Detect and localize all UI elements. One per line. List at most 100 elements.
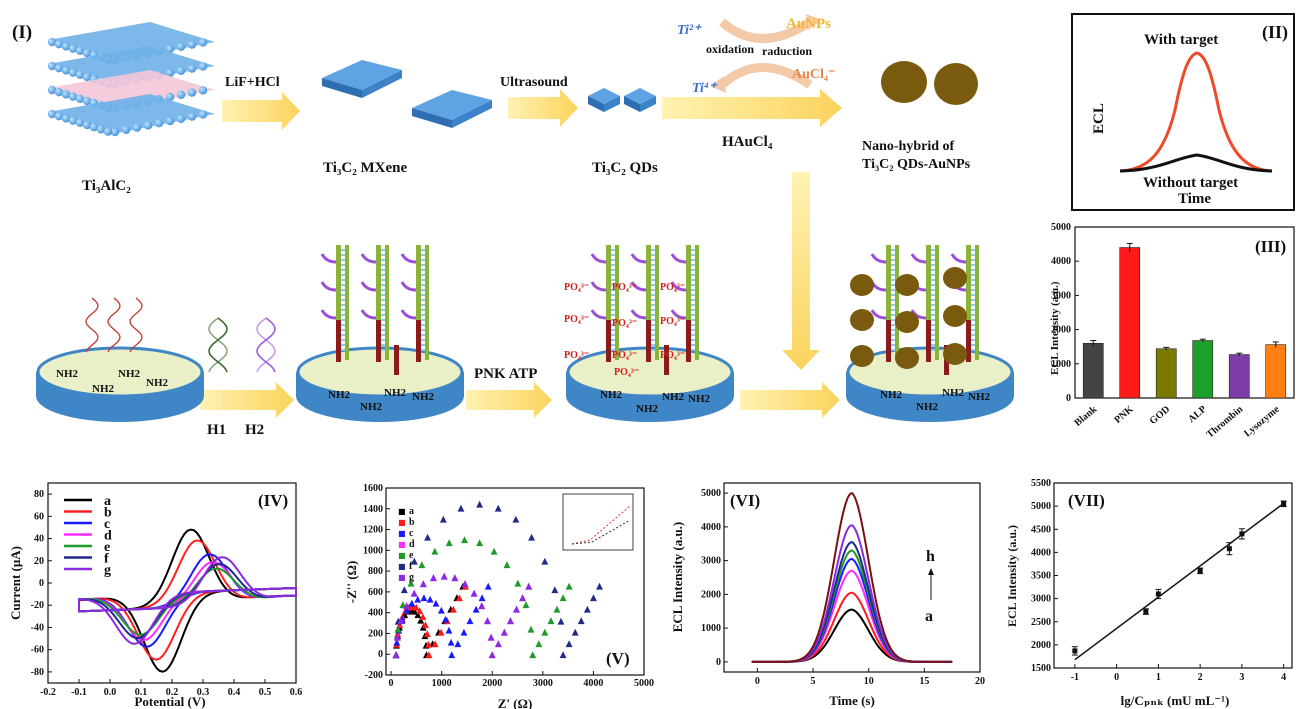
nh2-label: NH2: [968, 391, 991, 403]
legend-marker-b: ■: [398, 518, 406, 527]
arrow-bottom-label: a: [925, 608, 933, 625]
dna-stem: [376, 245, 381, 360]
nh2-label: NH2: [662, 391, 685, 403]
atom: [187, 88, 197, 97]
x-tick-label: 3000: [533, 678, 553, 689]
dna-stem: [975, 245, 979, 360]
x-tick-label: 1000: [432, 678, 452, 689]
anchor-strand: [336, 320, 341, 362]
atom: [96, 125, 106, 134]
y-axis-label: Current (μA): [8, 546, 23, 620]
nyquist-point-b: ▲: [424, 629, 431, 639]
nyquist-point-d: ▲: [430, 573, 437, 583]
nyquist-tail-g: ▲: [501, 627, 508, 637]
legend-label-f: f: [104, 552, 109, 567]
nyquist-point-a: ▲: [422, 631, 429, 641]
aunp-icon: [943, 343, 967, 365]
x-tick-label: -1: [1071, 672, 1079, 683]
nh2-label: NH2: [56, 368, 79, 380]
side-arm: [910, 309, 927, 320]
atom: [165, 92, 175, 102]
nyquist-point-e: ▲: [408, 578, 415, 588]
atom: [165, 116, 175, 126]
nyquist-point-g: ▲: [451, 573, 458, 583]
anchor-strand: [646, 320, 651, 362]
y-tick-label: 60: [34, 511, 44, 522]
atom: [165, 68, 175, 78]
nyquist-point-b: ▲: [419, 612, 426, 622]
dna-stem: [336, 245, 341, 360]
phosphate-label: PO₄³⁻: [564, 314, 589, 325]
side-arm: [870, 309, 887, 320]
x-tick-label: 0.4: [228, 687, 241, 698]
nyquist-point-g: ▲: [478, 601, 485, 611]
nyquist-point-a: ▲: [398, 615, 405, 625]
data-point: [1239, 531, 1245, 537]
aunp-hybrid-icon: [881, 61, 978, 105]
nh2-label: NH2: [118, 368, 141, 380]
category-label: GOD: [1148, 404, 1173, 427]
h1-label: H1: [207, 422, 226, 438]
mxene-sheet-a-edge: [322, 78, 362, 98]
x-axis-label: Potential (V): [134, 694, 205, 709]
side-arm: [360, 281, 377, 292]
phosphate-label: PO₄³⁻: [612, 350, 637, 361]
side-arm: [630, 281, 647, 292]
oxidation-label: oxidation: [706, 42, 754, 56]
nyquist-point-c: ▲: [393, 650, 400, 660]
hybrid-label-line1: Nano-hybrid of: [862, 139, 955, 154]
legend-label-b: b: [409, 517, 415, 528]
data-point: [1072, 648, 1078, 654]
atom: [47, 109, 57, 119]
nyquist-point-c: ▲: [442, 615, 449, 625]
anchor-strand: [966, 320, 971, 362]
panel-iii-label: (III): [1255, 237, 1286, 256]
mxene-label: Ti₃C₂ MXene: [323, 160, 407, 176]
nyquist-point-b: ▲: [425, 639, 432, 649]
panel-iv-label: (IV): [258, 491, 288, 510]
panel-vi: 0 5 10 15 20 0 1000 2000 3000 4000 5000 h a (VI) Time …: [670, 482, 985, 708]
atom: [198, 110, 208, 119]
y-tick-label: -40: [31, 622, 44, 633]
mxene-sheet-b-edge: [412, 108, 452, 128]
y-tick-label: 4500: [1031, 524, 1051, 535]
x-tick-label: -0.2: [40, 687, 56, 698]
anchor-strand: [376, 320, 381, 362]
y-tick-label: 3000: [1051, 290, 1071, 301]
x-tick-label: 0.2: [166, 687, 179, 698]
atom: [75, 70, 85, 80]
side-arm: [630, 253, 647, 264]
y-tick-label: 2000: [1051, 325, 1071, 336]
y-tick-label: 4000: [1051, 256, 1071, 267]
aucl4-label: AuCl₄⁻: [792, 67, 835, 82]
atom: [68, 44, 78, 53]
atom: [198, 38, 208, 47]
nyquist-point-a: ▲: [401, 610, 408, 620]
dna-stem: [416, 245, 421, 360]
aunp-icon: [850, 274, 874, 296]
nyquist-point-f: ▲: [560, 650, 567, 660]
nyquist-point-a: ▲: [404, 607, 411, 617]
aunp-icon: [895, 347, 919, 369]
y-tick-label: 5500: [1031, 478, 1051, 489]
y-tick-label: 3000: [1031, 594, 1051, 605]
data-point: [1226, 546, 1232, 552]
nyquist-point-c: ▲: [403, 606, 410, 616]
free-anchor: [394, 345, 399, 375]
x-tick-label: 15: [919, 676, 929, 687]
nyquist-point-e: ▲: [393, 650, 400, 660]
nyquist-point-a: ▲: [394, 631, 401, 641]
atom: [121, 125, 131, 134]
phosphate-label: PO₄³⁻: [660, 350, 685, 361]
y-tick-label: 20: [34, 556, 44, 567]
electrode-surface: [36, 346, 204, 398]
panel-iii: 0 1000 2000 3000 4000 5000 Blank PNK GOD ALPThrom…: [1049, 222, 1295, 440]
redox-cycle-icon: [710, 14, 822, 93]
nyquist-tail-g: ▲: [525, 582, 532, 592]
y-tick-label: 80: [34, 489, 44, 500]
side-arm: [400, 253, 417, 264]
nyquist-point-g: ▲: [411, 588, 418, 598]
nh2-label: NH2: [146, 377, 169, 389]
nyquist-tail-d: ▲: [501, 627, 508, 637]
